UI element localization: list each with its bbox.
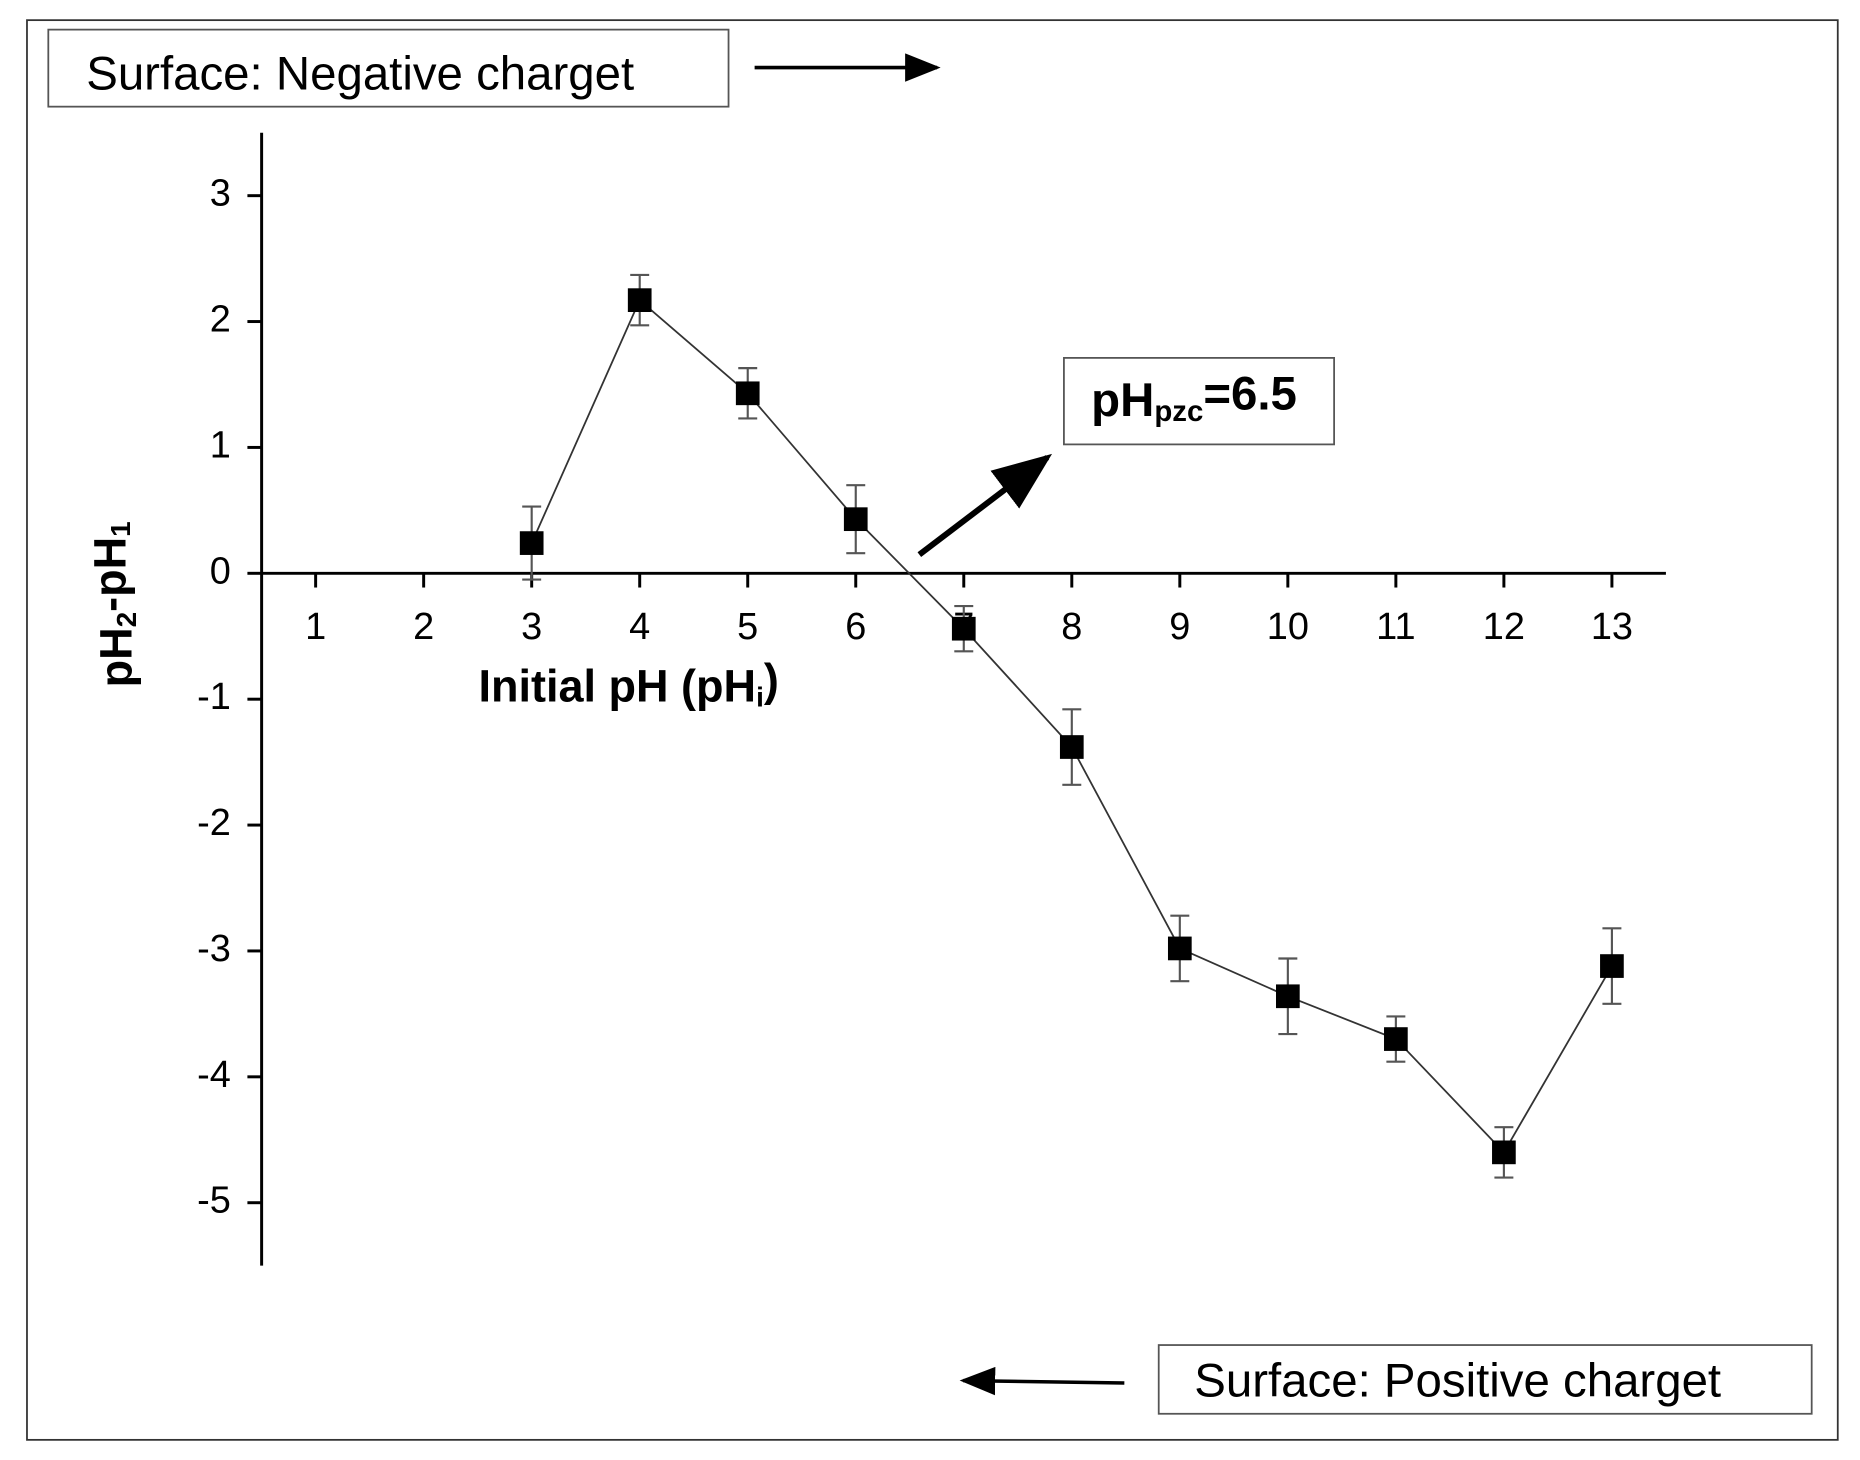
y-tick-label: -3 <box>197 928 231 970</box>
marker <box>1059 735 1084 759</box>
marker <box>1600 954 1624 978</box>
y-tick-label: -5 <box>197 1180 231 1222</box>
label-part: pzc <box>1154 395 1203 428</box>
label-part: 2 <box>112 612 143 628</box>
marker <box>951 616 976 641</box>
y-tick-label: 0 <box>210 550 231 592</box>
y-axis-label: pH2-pH1 <box>84 521 142 687</box>
x-tick-label: 4 <box>629 606 650 648</box>
y-tick-label: 1 <box>210 424 231 466</box>
annotation-box <box>1157 1344 1813 1415</box>
y-tick-label: -1 <box>197 676 231 718</box>
y-tick-label: -4 <box>197 1054 231 1096</box>
x-tick-label: 3 <box>521 606 542 648</box>
x-axis-label: Initial pH (pHi) <box>478 655 778 713</box>
frame <box>26 19 1839 1441</box>
annotation: Surface: Positive charget <box>1194 1355 1721 1408</box>
marker <box>735 381 760 406</box>
marker <box>1492 1140 1516 1165</box>
label-part: ) <box>764 655 779 706</box>
marker <box>1167 936 1192 961</box>
arrow <box>917 453 1053 557</box>
label-part: 1 <box>106 521 137 537</box>
label-part: =6.5 <box>1203 367 1297 420</box>
x-tick-label: 1 <box>305 606 326 648</box>
x-tick-label: 5 <box>737 606 758 648</box>
marker <box>1384 1027 1408 1051</box>
y-tick-label: 2 <box>210 299 231 341</box>
x-tick-label: 9 <box>1169 606 1190 648</box>
annotation: Surface: Negative charget <box>86 48 634 101</box>
y-tick-label: -2 <box>197 802 231 844</box>
arrow <box>959 1366 1125 1396</box>
marker <box>1275 984 1300 1009</box>
annotation-box <box>47 28 730 108</box>
x-tick-label: 6 <box>845 606 866 648</box>
marker <box>627 288 652 312</box>
x-tick-label: 11 <box>1376 606 1415 648</box>
y-tick-label: 3 <box>210 173 231 215</box>
label-part: pH <box>90 627 141 687</box>
annotation-box <box>1063 357 1335 446</box>
x-tick-label: 10 <box>1267 606 1309 648</box>
x-tick-label: 13 <box>1591 606 1633 648</box>
marker <box>843 507 868 532</box>
x-tick-label: 8 <box>1061 606 1082 648</box>
x-tick-label: 12 <box>1483 606 1525 648</box>
label-part: pH <box>1091 373 1154 426</box>
label-part: -pH <box>84 537 135 612</box>
x-tick-label: 2 <box>413 606 434 648</box>
label-part: i <box>756 682 764 713</box>
marker <box>519 531 544 555</box>
label-part: Initial pH (pH <box>478 661 756 712</box>
annotation: pHpzc=6.5 <box>1091 367 1297 428</box>
